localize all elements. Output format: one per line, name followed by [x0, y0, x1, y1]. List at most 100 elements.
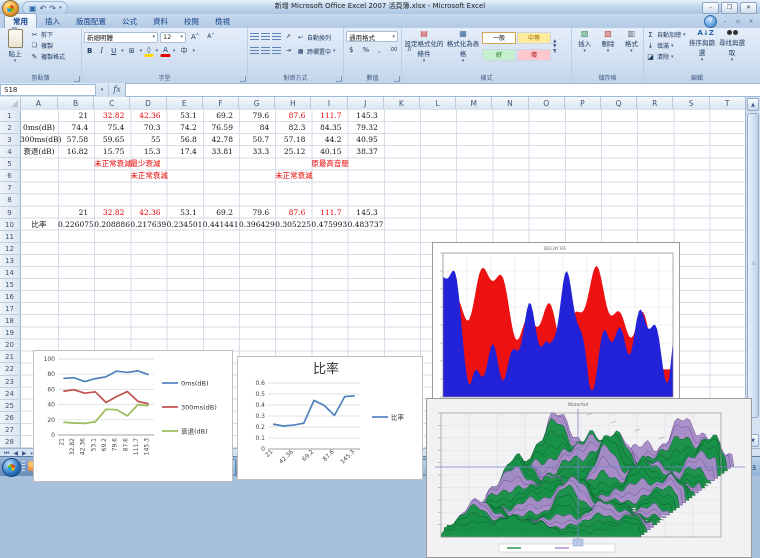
cell-F9[interactable]: 69.2: [216, 207, 233, 217]
orientation-icon[interactable]: ⇗: [286, 33, 292, 40]
cell-E10[interactable]: 0.234501: [166, 219, 203, 229]
cell-E2[interactable]: 74.2: [180, 123, 197, 133]
clipboard-dialog-launcher-icon[interactable]: [74, 76, 80, 82]
cell-C9[interactable]: 32.82: [102, 207, 125, 217]
font-size-select[interactable]: 12 ▾: [160, 31, 186, 43]
number-format-select[interactable]: 通用格式 ▾: [346, 31, 398, 42]
row-header-14[interactable]: 14: [0, 267, 19, 279]
row-header-4[interactable]: 4: [0, 146, 19, 159]
start-button[interactable]: [2, 458, 21, 477]
find-select-button[interactable]: 尋找與選取 ▾: [719, 29, 746, 63]
qat-more-icon[interactable]: ▾: [58, 5, 62, 11]
cell-F2[interactable]: 76.59: [211, 123, 233, 133]
currency-button[interactable]: $: [349, 46, 354, 54]
row-header-5[interactable]: 5: [0, 158, 19, 171]
align-top-icon[interactable]: [250, 33, 259, 41]
conditional-formatting-button[interactable]: ▤ 設定格式化的條件 ▾: [404, 29, 444, 64]
cell-G3[interactable]: 50.7: [252, 135, 270, 145]
cell-G1[interactable]: 79.6: [252, 111, 270, 120]
scroll-up-icon[interactable]: ▲: [747, 98, 759, 111]
row-header-18[interactable]: 18: [0, 315, 19, 328]
cell-H10[interactable]: 0.305225: [275, 219, 311, 229]
cell-B2[interactable]: 74.4: [71, 123, 89, 133]
column-header-P[interactable]: P: [565, 97, 601, 109]
decrease-decimal-button[interactable]: .0: [406, 47, 412, 53]
cell-I1[interactable]: 111.7: [320, 111, 342, 120]
row-header-19[interactable]: 19: [0, 327, 19, 340]
row-header-27[interactable]: 27: [0, 424, 19, 436]
decay-spectrum-picture[interactable]: DECAY RE: [432, 242, 680, 402]
cell-D4[interactable]: 15.3: [143, 147, 161, 157]
cell-E9[interactable]: 53.1: [180, 207, 197, 217]
borders-icon[interactable]: ⊞: [128, 47, 135, 55]
cell-H3[interactable]: 57.18: [283, 135, 306, 145]
column-header-T[interactable]: T: [710, 97, 746, 109]
row-header-24[interactable]: 24: [0, 388, 19, 400]
cell-D10[interactable]: 0.217639: [130, 219, 167, 229]
column-header-L[interactable]: L: [420, 97, 457, 109]
increase-decimal-button[interactable]: .00: [389, 47, 398, 53]
waterfall-picture[interactable]: Waterfall: [426, 398, 752, 558]
row-header-10[interactable]: 10: [0, 219, 19, 231]
cell-H9[interactable]: 87.6: [288, 207, 306, 217]
align-left-icon[interactable]: [250, 47, 259, 55]
align-middle-icon[interactable]: [261, 33, 270, 41]
name-box-dropdown-icon[interactable]: ▾: [100, 87, 104, 93]
minimize-button[interactable]: –: [702, 2, 719, 14]
row-header-6[interactable]: 6: [0, 170, 19, 183]
ribbon-tab-5[interactable]: 資料: [153, 17, 168, 26]
cell-D6[interactable]: 未正常衰減: [130, 171, 168, 181]
cell-style-壞[interactable]: 壞: [517, 48, 551, 61]
indent-icon[interactable]: ⇥: [286, 47, 292, 54]
column-header-C[interactable]: C: [94, 97, 131, 109]
gallery-up-icon[interactable]: ▲: [553, 39, 557, 44]
row-header-25[interactable]: 25: [0, 400, 19, 412]
scrollbar-thumb[interactable]: [747, 113, 759, 418]
format-painter-button[interactable]: ✎ 複製格式: [31, 52, 66, 62]
align-right-icon[interactable]: [272, 47, 281, 55]
copy-button[interactable]: ❏ 複製: [31, 42, 54, 50]
cell-I5[interactable]: 原最高音壓: [311, 159, 349, 169]
cell-B3[interactable]: 57.58: [66, 135, 89, 145]
cell-F3[interactable]: 42.78: [211, 135, 233, 145]
undo-icon[interactable]: ↶: [39, 3, 47, 13]
save-icon[interactable]: ▣: [29, 3, 37, 13]
format-cells-button[interactable]: ▥ 格式 ▾: [624, 29, 638, 54]
row-header-23[interactable]: 23: [0, 376, 19, 388]
cell-A10[interactable]: 比率: [31, 219, 47, 229]
row-header-13[interactable]: 13: [0, 255, 19, 267]
cell-H1[interactable]: 87.6: [288, 111, 306, 120]
row-header-28[interactable]: 28: [0, 436, 19, 448]
cell-B4[interactable]: 16.82: [66, 147, 89, 157]
prev-sheet-icon[interactable]: ◀: [13, 450, 19, 457]
font-name-select[interactable]: 新細明體 ▾: [84, 31, 158, 43]
row-header-15[interactable]: 15: [0, 279, 19, 292]
cell-G2[interactable]: 84: [259, 123, 270, 133]
column-header-B[interactable]: B: [58, 97, 95, 109]
cell-I9[interactable]: 111.7: [320, 207, 342, 217]
first-sheet-icon[interactable]: ⏮: [4, 450, 10, 457]
decay-levels-line-chart[interactable]: 0 20 40 60 80 100 21 32.82 42.36 53.1 69.2 79.6 87.6…: [33, 350, 233, 482]
cell-H6[interactable]: 未正常衰減: [275, 171, 313, 181]
office-button-icon[interactable]: [2, 0, 19, 17]
doc-restore-button[interactable]: ▫: [735, 18, 741, 25]
cell-style-一般[interactable]: 一般: [482, 32, 516, 44]
cell-E4[interactable]: 17.4: [180, 147, 197, 157]
ribbon-tab-2[interactable]: 插入: [45, 17, 60, 26]
column-header-H[interactable]: H: [275, 97, 312, 109]
row-header-1[interactable]: 1: [0, 110, 19, 123]
vertical-scrollbar[interactable]: ▲ ▼: [745, 97, 760, 448]
cell-D3[interactable]: 55: [151, 135, 161, 145]
row-header-11[interactable]: 11: [0, 231, 19, 243]
autosum-button[interactable]: Σ 自動加總 ▾: [646, 29, 685, 40]
cell-A3[interactable]: 300ms(dB): [20, 135, 62, 145]
alignment-dialog-launcher-icon[interactable]: [336, 76, 342, 82]
row-header-8[interactable]: 8: [0, 194, 19, 207]
fill-color-icon[interactable]: ◊: [144, 46, 154, 57]
close-button[interactable]: ✕: [740, 2, 757, 14]
row-header-26[interactable]: 26: [0, 412, 19, 424]
delete-cells-button[interactable]: ▧ 刪除 ▾: [601, 29, 615, 54]
cell-C1[interactable]: 32.82: [102, 111, 125, 120]
column-header-R[interactable]: R: [637, 97, 674, 109]
cell-F4[interactable]: 33.81: [211, 147, 233, 157]
